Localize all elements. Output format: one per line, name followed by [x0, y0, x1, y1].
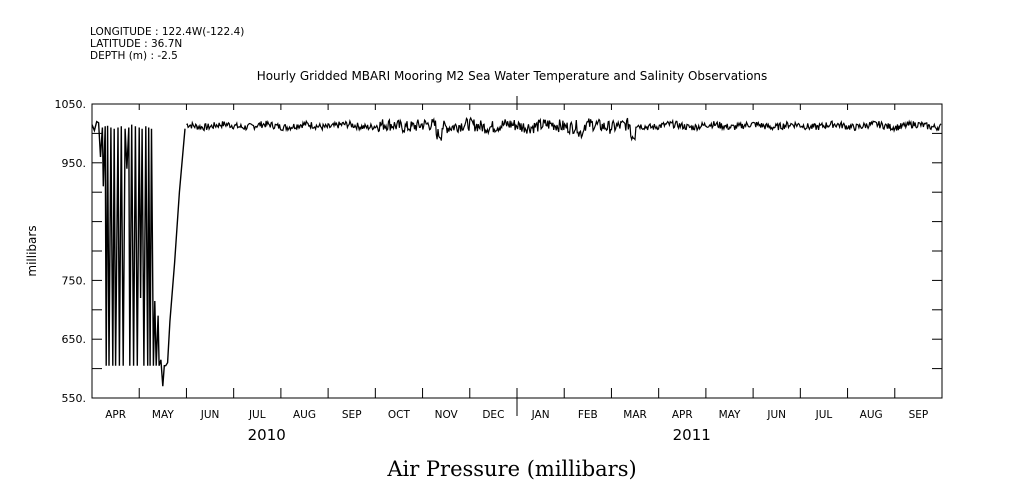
- chart-title: Hourly Gridded MBARI Mooring M2 Sea Wate…: [257, 69, 768, 83]
- y-tick-label: 550.: [62, 392, 87, 405]
- x-tick-label: MAY: [152, 409, 174, 421]
- longitude-label: LONGITUDE : 122.4W(-122.4): [90, 26, 244, 38]
- y-tick-label: 1050.: [55, 98, 87, 111]
- depth-label: DEPTH (m) : -2.5: [90, 50, 178, 62]
- y-tick-label: 650.: [62, 333, 87, 346]
- series-line-continuous: [186, 116, 942, 142]
- x-tick-label: MAY: [719, 409, 741, 421]
- x-axis-label: Air Pressure (millibars): [386, 457, 636, 481]
- series-group: [91, 116, 942, 387]
- latitude-label: LATITUDE : 36.7N: [90, 38, 182, 50]
- year-label: 2010: [248, 426, 286, 444]
- y-axis: 550. 650. 750. 950. 1050.: [55, 98, 942, 405]
- x-tick-label: SEP: [342, 409, 362, 421]
- station-info: LONGITUDE : 122.4W(-122.4) LATITUDE : 36…: [90, 26, 244, 62]
- plot-frame: [91, 103, 943, 399]
- x-tick-label: JUN: [200, 409, 220, 421]
- y-axis-label: millibars: [25, 225, 39, 276]
- y-tick-label: 950.: [62, 157, 87, 170]
- series-line-early: [91, 120, 186, 387]
- x-tick-label: AUG: [293, 409, 316, 421]
- x-tick-label: APR: [105, 409, 126, 421]
- x-tick-label: FEB: [578, 409, 598, 421]
- x-tick-label: JUL: [815, 409, 833, 421]
- x-tick-label: SEP: [909, 409, 929, 421]
- x-tick-label: APR: [672, 409, 693, 421]
- x-tick-label: DEC: [482, 409, 504, 421]
- x-tick-label: JUL: [248, 409, 266, 421]
- y-tick-label: 750.: [62, 274, 87, 287]
- year-label: 2011: [673, 426, 711, 444]
- x-tick-label: OCT: [388, 409, 411, 421]
- x-tick-label: JUN: [766, 409, 786, 421]
- x-axis: APR MAY JUN JUL AUG SEP OCT NOV DEC JAN FEB MAR APR M…: [91, 96, 943, 444]
- x-tick-label: AUG: [860, 409, 883, 421]
- x-tick-label: JAN: [531, 409, 550, 421]
- x-tick-label: MAR: [623, 409, 647, 421]
- x-tick-label: NOV: [435, 409, 459, 421]
